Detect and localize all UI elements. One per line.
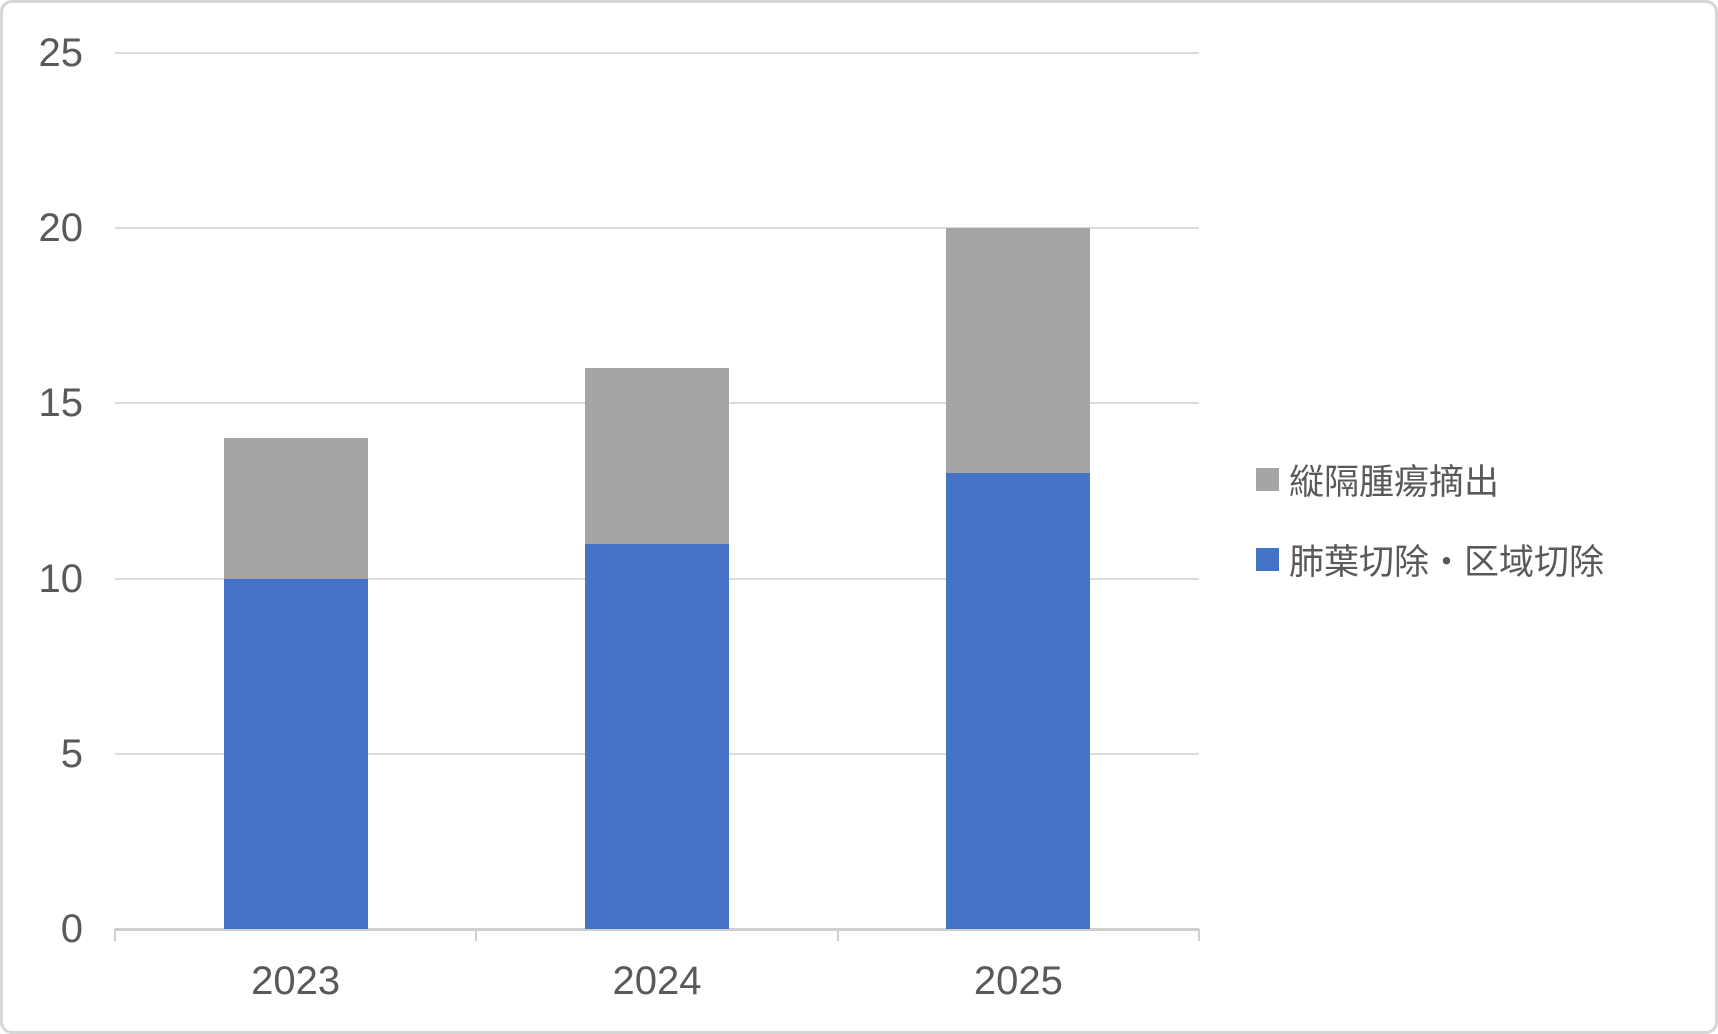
y-axis-tick-label: 0 [60, 907, 83, 951]
x-axis-tick [836, 929, 839, 941]
gridline-y-25 [115, 52, 1199, 54]
legend-swatch-icon [1256, 547, 1279, 571]
bar-segment-2024-series-1 [585, 368, 729, 544]
x-axis-line [115, 928, 1199, 931]
legend-item-label: 肺葉切除・区域切除 [1289, 542, 1605, 582]
x-axis-tick [475, 929, 478, 941]
legend-item-label: 縦隔腫瘍摘出 [1289, 462, 1500, 502]
y-axis-tick-label: 10 [38, 556, 84, 601]
x-axis-tick [114, 929, 116, 941]
gridline-y-20 [115, 227, 1199, 230]
x-axis-category-label: 2024 [612, 959, 702, 1003]
bar-segment-2023-series-0 [223, 578, 368, 929]
bar-segment-2025-series-1 [946, 228, 1091, 474]
x-axis-category-label: 2023 [251, 959, 341, 1003]
y-axis-tick-label: 25 [38, 31, 84, 75]
y-axis-tick-label: 15 [38, 381, 84, 426]
bar-segment-2024-series-0 [585, 543, 729, 929]
bar-segment-2023-series-1 [223, 438, 368, 579]
x-axis-tick [1198, 929, 1200, 941]
legend-item: 縦隔腫瘍摘出 [1256, 455, 1604, 503]
bar-segment-2025-series-0 [946, 473, 1091, 929]
x-axis-category-label: 2025 [973, 959, 1063, 1003]
y-axis-tick-label: 20 [38, 206, 84, 251]
chart-legend: 縦隔腫瘍摘出肺葉切除・区域切除 [1256, 455, 1604, 615]
legend-swatch-icon [1256, 467, 1279, 491]
y-axis-tick-label: 5 [60, 731, 83, 776]
legend-item: 肺葉切除・区域切除 [1256, 535, 1604, 583]
